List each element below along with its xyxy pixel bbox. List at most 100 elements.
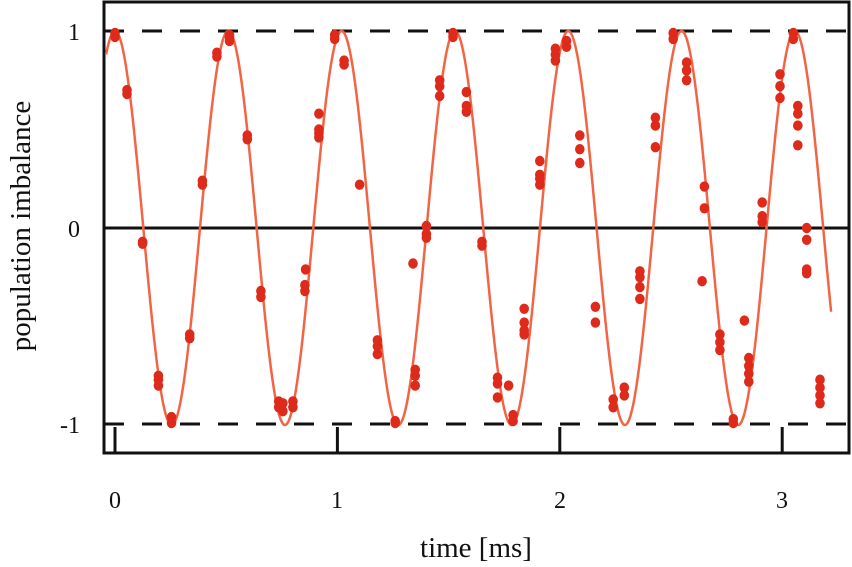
data-point: [801, 234, 812, 245]
data-point: [408, 258, 418, 269]
data-point: [492, 392, 503, 403]
data-point: [184, 333, 195, 344]
data-point: [793, 140, 803, 151]
x-ticks: [113, 427, 784, 453]
data-point: [815, 390, 825, 401]
data-point: [744, 376, 754, 387]
y-axis-label: population imbalance: [5, 101, 37, 351]
data-point: [492, 378, 503, 389]
data-point: [715, 329, 725, 340]
data-point: [728, 417, 739, 429]
data-point: [757, 197, 767, 208]
data-point: [461, 86, 472, 98]
y-tick-label-zero: 0: [68, 217, 80, 243]
data-point: [110, 31, 120, 43]
data-point: [575, 130, 585, 141]
data-point: [224, 29, 235, 41]
x-tick-label-3: 3: [776, 488, 788, 514]
y-tick-label-minus-one: -1: [60, 413, 80, 439]
data-point: [681, 75, 692, 86]
data-point: [278, 406, 288, 417]
data-point: [793, 108, 803, 119]
data-point: [288, 402, 298, 413]
data-point: [461, 106, 472, 118]
data-point: [575, 144, 585, 155]
data-point: [242, 134, 253, 145]
data-point: [519, 329, 529, 340]
data-point: [739, 315, 750, 326]
data-point: [715, 337, 725, 348]
data-point: [757, 216, 767, 228]
data-point: [561, 41, 572, 52]
data-point: [354, 179, 365, 190]
data-point: [681, 57, 692, 68]
y-tick-label-plus-one: 1: [68, 20, 80, 46]
data-point: [410, 364, 421, 375]
data-point: [434, 81, 445, 92]
data-point: [448, 31, 458, 43]
data-point: [314, 108, 324, 119]
data-point: [390, 417, 401, 429]
x-tick-label-1: 1: [331, 488, 343, 514]
data-point: [815, 398, 825, 409]
x-axis-label: time [ms]: [420, 532, 532, 564]
data-point: [314, 132, 324, 143]
data-point: [608, 394, 618, 405]
data-point: [635, 293, 645, 305]
data-point: [300, 264, 311, 275]
data-point: [697, 276, 707, 287]
data-point: [815, 374, 825, 385]
data-point: [550, 55, 561, 66]
data-point: [801, 222, 812, 234]
data-point: [619, 382, 630, 393]
data-point: [793, 120, 803, 131]
data-point: [410, 380, 421, 391]
data-point: [535, 155, 545, 167]
data-point: [278, 398, 288, 409]
data-point: [421, 232, 432, 243]
data-point: [503, 380, 514, 391]
data-point: [815, 382, 825, 393]
data-point: [535, 179, 545, 190]
data-point: [775, 81, 785, 92]
data-point: [477, 240, 487, 251]
data-point: [122, 88, 132, 100]
data-point: [434, 90, 445, 102]
data-point: [699, 203, 710, 214]
data-point: [793, 100, 803, 112]
data-point: [775, 92, 785, 104]
data-point: [421, 220, 432, 232]
data-point: [519, 317, 529, 328]
data-point: [212, 51, 222, 62]
data-point: [519, 303, 529, 314]
data-point: [715, 344, 725, 356]
x-tick-label-2: 2: [554, 488, 566, 514]
data-point: [619, 390, 630, 401]
data-point: [775, 69, 785, 80]
data-point: [508, 415, 518, 427]
data-point: [197, 179, 208, 190]
data-point: [590, 317, 601, 328]
data-point: [681, 65, 692, 76]
data-point: [744, 352, 754, 364]
data-point: [339, 59, 349, 70]
data-point: [329, 33, 340, 45]
data-point: [744, 360, 754, 372]
data-point: [608, 402, 618, 413]
data-point: [590, 301, 601, 312]
data-point: [635, 272, 645, 283]
data-point: [256, 291, 266, 303]
data-point: [300, 285, 310, 297]
data-point: [372, 341, 383, 352]
data-point: [668, 33, 678, 45]
data-point: [801, 268, 812, 279]
data-point: [650, 120, 661, 131]
data-point: [788, 33, 799, 45]
data-point: [314, 124, 324, 135]
data-point: [372, 348, 383, 360]
x-tick-label-0: 0: [109, 488, 121, 514]
data-point: [153, 380, 164, 391]
data-point: [650, 112, 661, 123]
data-point: [575, 157, 585, 169]
